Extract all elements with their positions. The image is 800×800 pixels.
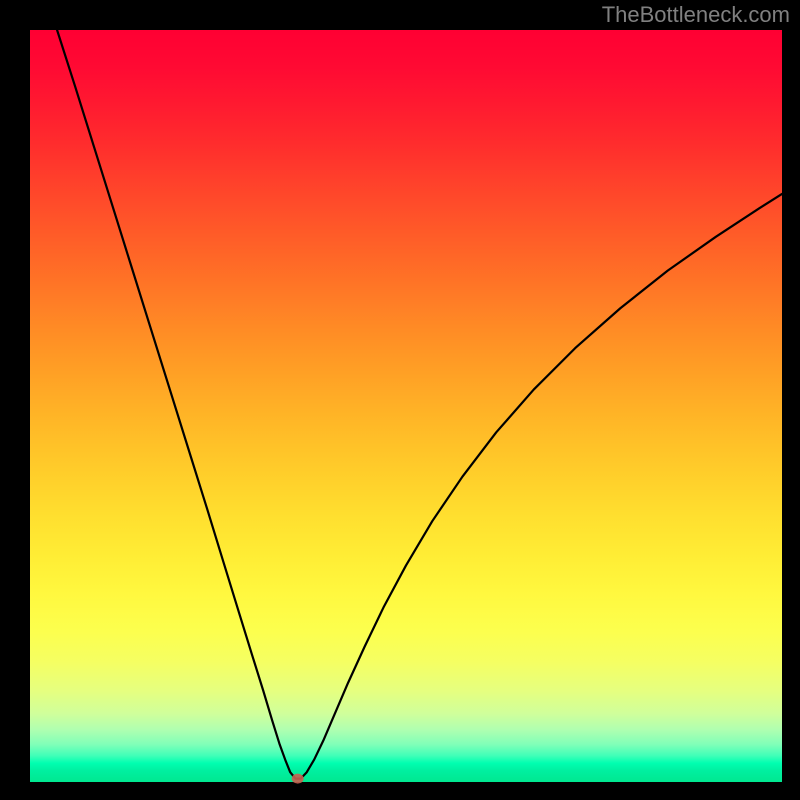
gradient-background <box>30 30 782 782</box>
chart-frame: TheBottleneck.com <box>0 0 800 800</box>
minimum-marker <box>292 774 304 784</box>
bottleneck-chart <box>0 0 800 800</box>
watermark-text: TheBottleneck.com <box>602 2 790 28</box>
